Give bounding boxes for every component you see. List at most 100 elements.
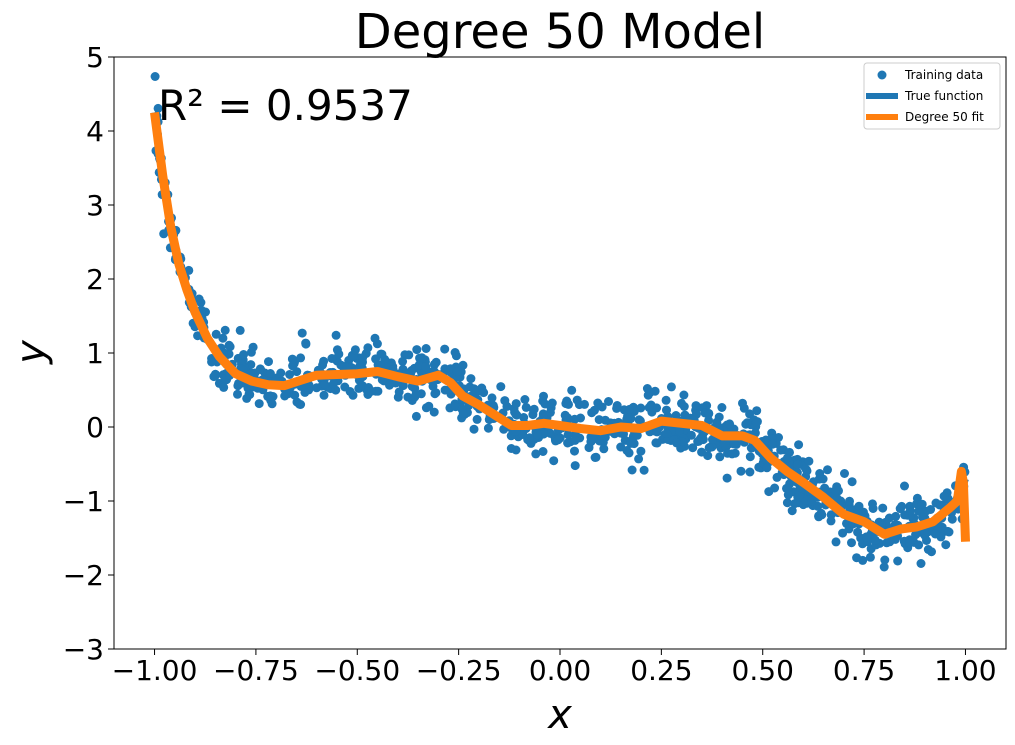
y-tick-label: 4 [86,115,104,148]
scatter-point [865,552,875,562]
scatter-point [918,512,927,522]
scatter-point [563,430,573,440]
scatter-point [479,388,489,398]
scatter-point [218,333,228,343]
scatter-point [717,403,727,412]
scatter-point [242,393,252,403]
legend-label-true-function: True function [904,89,983,103]
scatter-point [288,361,298,371]
scatter-point [373,386,383,396]
scatter-point [328,379,338,389]
x-tick-label: −1.00 [112,654,198,687]
scatter-point [916,559,926,568]
scatter-point [153,103,163,113]
scatter-point [815,469,825,478]
x-tick-label: 0.00 [529,654,591,687]
scatter-point [783,483,793,493]
scatter-point [891,511,901,521]
scatter-point [430,359,440,369]
y-tick-label: 2 [86,263,104,296]
scatter-point [235,325,245,335]
scatter-point [411,411,421,421]
scatter-point [363,343,373,353]
scatter-point [320,380,330,389]
scatter-point [570,461,580,471]
scatter-point [738,398,747,408]
scatter-point [421,344,431,353]
scatter-point [776,445,786,455]
scatter-point [893,556,903,566]
scatter-point [927,547,936,557]
x-axis-ticks: −1.00 −0.75 −0.50 −0.25 0.00 0.25 0.50 0.75 1.00 [112,649,997,687]
scatter-point [817,510,827,520]
y-tick-label: −1 [63,485,104,518]
legend-label-degree-50-fit: Degree 50 fit [905,110,984,124]
scatter-point [587,408,597,418]
scatter-point [879,562,889,572]
scatter-point [674,426,684,436]
x-axis-label: x [546,692,572,738]
scatter-point [745,452,755,462]
scatter-point [525,433,535,443]
scatter-point [567,385,577,395]
scatter-point [265,391,275,401]
scatter-point [518,430,528,439]
y-tick-label: 0 [86,411,104,444]
scatter-point [345,387,355,396]
scatter-point [870,535,880,545]
scatter-point [878,503,888,513]
scatter-point [922,536,931,545]
y-tick-label: 5 [86,41,104,74]
scatter-point [319,390,329,400]
scatter-point [804,456,814,466]
scatter-point [895,504,905,514]
scatter-point [511,409,521,419]
scatter-point [831,537,841,547]
scatter-point [861,532,871,542]
scatter-point [642,384,652,393]
scatter-point [440,344,450,354]
scatter-point [233,389,242,399]
scatter-point [936,500,946,510]
scatter-point [854,501,864,511]
scatter-point [930,529,940,539]
scatter-point [255,364,265,374]
scatter-point [225,342,235,352]
scatter-point [650,386,660,396]
scatter-point [545,428,555,438]
x-tick-label: 0.50 [732,654,794,687]
scatter-point [661,395,671,405]
scatter-point [794,440,804,450]
scatter-point [318,360,328,370]
scatter-point [372,339,382,349]
scatter-point [211,329,221,339]
scatter-point [295,399,304,409]
scatter-point [296,353,306,363]
scatter-point [727,449,737,459]
scatter-point [800,495,810,505]
scatter-point [751,418,761,427]
scatter-point [868,504,878,513]
scatter-point [539,391,548,401]
scatter-point [853,527,863,537]
scatter-point [679,390,689,400]
scatter-point [367,386,376,396]
scatter-point [712,417,722,427]
scatter-point [194,294,204,304]
scatter-point [350,345,360,355]
scatter-point [239,350,249,359]
scatter-point [458,408,468,418]
scatter-point [355,361,365,371]
scatter-point [411,389,421,399]
scatter-point [672,438,682,448]
scatter-point [944,527,954,537]
scatter-point [704,409,714,419]
scatter-point [624,448,634,458]
scatter-point [511,399,521,409]
scatter-point [428,381,438,391]
scatter-point [722,473,732,483]
scatter-point [599,444,609,454]
y-axis-label: y [8,339,54,365]
scatter-point [234,378,244,388]
scatter-point [184,265,194,275]
